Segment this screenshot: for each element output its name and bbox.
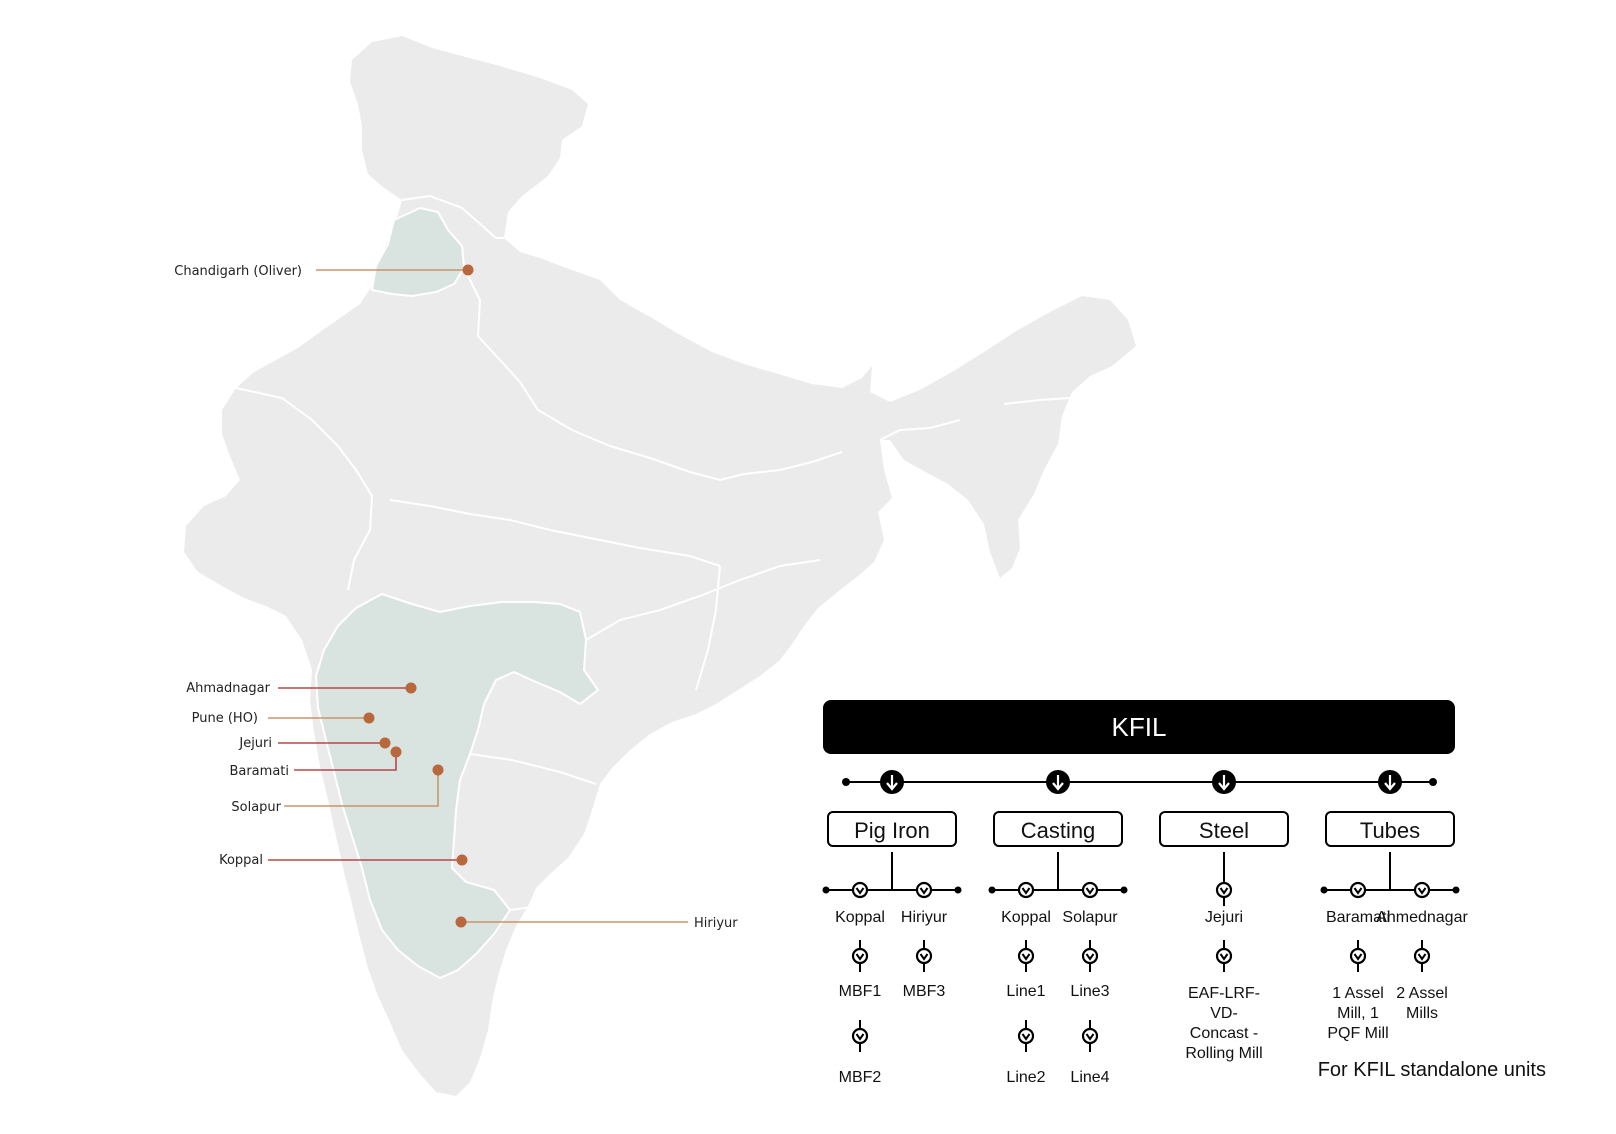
- segment-arrow-icon: [1378, 770, 1402, 794]
- location-marker-ahmadnagar[interactable]: [405, 682, 417, 694]
- tree-body: Pig Iron Koppal MBF1 MBF2 Hiriyur MBF3 Casting…: [822, 770, 1468, 1086]
- unit-arrow-icon: [851, 1020, 869, 1052]
- unit-label: MBF3: [903, 983, 946, 1000]
- unit-label: Line2: [1006, 1069, 1045, 1086]
- state-borders: [235, 194, 1071, 1041]
- location-marker-baramati[interactable]: [390, 746, 402, 758]
- bus-end-dot: [954, 886, 962, 894]
- location-marker-hiriyur[interactable]: [455, 916, 467, 928]
- kfil-header-bar: [823, 700, 1455, 754]
- bus-end-dot: [988, 886, 996, 894]
- footnote: For KFIL standalone units: [1317, 1059, 1546, 1081]
- location-label-solapur: Solapur: [231, 800, 281, 815]
- segment-box-pig-iron: [827, 811, 957, 847]
- bus-end-dot: [1320, 886, 1328, 894]
- unit-label: 2 Assel Mills: [1396, 985, 1448, 1022]
- segment-label: Tubes: [1360, 818, 1420, 843]
- location-marker-jejuri[interactable]: [379, 737, 391, 749]
- plant-location-label: Koppal: [835, 909, 885, 926]
- location-label-hiriyur: Hiriyur: [694, 916, 738, 931]
- map-markers: [363, 264, 474, 928]
- leader-line-baramati: [294, 752, 397, 771]
- plant-location-label: Ahmednagar: [1376, 909, 1468, 926]
- segment-box-tubes: [1325, 811, 1455, 847]
- unit-label: Line1: [1006, 983, 1045, 1000]
- unit-label: MBF2: [839, 1069, 882, 1086]
- location-label-ahmadnagar: Ahmadnagar: [186, 681, 270, 696]
- unit-arrow-icon: [1215, 940, 1233, 972]
- unit-arrow-icon: [1081, 940, 1099, 972]
- segment-label: Pig Iron: [854, 818, 930, 843]
- map-leaders: [268, 269, 688, 923]
- segment-arrow-icon: [880, 770, 904, 794]
- plant-arrow-icon: [851, 881, 869, 899]
- plant-location-label: Solapur: [1062, 909, 1118, 926]
- bus-end-dot: [1452, 886, 1460, 894]
- segment-label: Steel: [1199, 818, 1249, 843]
- unit-arrow-icon: [915, 940, 933, 972]
- unit-label: EAF-LRF-VD-Concast -Rolling Mill: [1185, 985, 1262, 1062]
- unit-label: MBF1: [839, 983, 882, 1000]
- unit-label: 1 Assel Mill, 1 PQF Mill: [1327, 985, 1388, 1042]
- map-labels: Chandigarh (Oliver) Ahmadnagar Pune (HO) Je…: [174, 264, 738, 931]
- bus-end-dot: [1429, 778, 1437, 786]
- unit-label: Line4: [1070, 1069, 1109, 1086]
- plant-location-label: Jejuri: [1205, 909, 1243, 926]
- location-label-jejuri: Jejuri: [238, 736, 272, 751]
- plant-location-label: Hiriyur: [901, 909, 948, 926]
- bus-end-dot: [842, 778, 850, 786]
- plant-arrow-icon: [1081, 881, 1099, 899]
- bus-end-dot: [822, 886, 830, 894]
- unit-arrow-icon: [1017, 940, 1035, 972]
- plant-arrow-icon: [1215, 874, 1233, 906]
- location-marker-solapur[interactable]: [432, 764, 444, 776]
- plant-location-label: Baramati: [1326, 909, 1390, 926]
- location-marker-chandigarh[interactable]: [462, 264, 474, 276]
- location-label-baramati: Baramati: [229, 764, 289, 779]
- bus-end-dot: [1120, 886, 1128, 894]
- leader-line-solapur: [284, 770, 439, 807]
- segment-arrow-icon: [1046, 770, 1070, 794]
- location-label-koppal: Koppal: [219, 853, 263, 868]
- unit-arrow-icon: [1349, 940, 1367, 972]
- northeast-landmass: [976, 404, 1044, 512]
- segment-arrow-icon: [1212, 770, 1236, 794]
- segment-label: Casting: [1021, 818, 1096, 843]
- maharashtra-karnataka-region: [314, 592, 600, 980]
- kfil-title: KFIL: [1112, 712, 1167, 742]
- unit-arrow-icon: [851, 940, 869, 972]
- segment-box-casting: [993, 811, 1123, 847]
- location-label-pune: Pune (HO): [192, 711, 258, 726]
- unit-label: Line3: [1070, 983, 1109, 1000]
- unit-arrow-icon: [1081, 1020, 1099, 1052]
- plant-arrow-icon: [1349, 881, 1367, 899]
- unit-arrow-icon: [1413, 940, 1431, 972]
- plant-arrow-icon: [915, 881, 933, 899]
- location-marker-pune[interactable]: [363, 712, 375, 724]
- plant-arrow-icon: [1017, 881, 1035, 899]
- location-marker-koppal[interactable]: [456, 854, 468, 866]
- location-label-chandigarh: Chandigarh (Oliver): [174, 264, 302, 279]
- plant-arrow-icon: [1413, 881, 1431, 899]
- plant-location-label: Koppal: [1001, 909, 1051, 926]
- segment-box-steel: [1159, 811, 1289, 847]
- unit-arrow-icon: [1017, 1020, 1035, 1052]
